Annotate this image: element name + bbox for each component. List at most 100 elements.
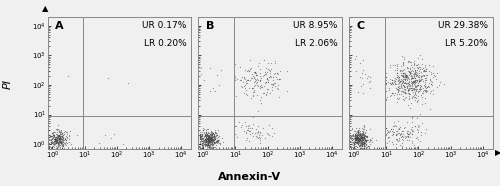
Point <box>402 82 410 85</box>
Point <box>413 79 421 82</box>
Point <box>204 131 212 134</box>
Point <box>352 144 360 147</box>
Point <box>52 141 60 144</box>
Point <box>410 91 418 94</box>
Point <box>363 76 371 79</box>
Point <box>202 138 209 141</box>
Point <box>357 136 365 139</box>
Point <box>423 90 431 93</box>
Point <box>206 140 214 142</box>
Point <box>400 55 408 58</box>
Point <box>422 88 430 91</box>
Point <box>54 134 62 137</box>
Point <box>49 131 57 134</box>
Point <box>244 126 252 129</box>
Point <box>245 69 253 72</box>
Point <box>207 137 215 140</box>
Point <box>196 142 203 145</box>
Point <box>268 88 276 91</box>
Point <box>212 140 220 143</box>
Point <box>419 89 427 92</box>
Point <box>399 79 407 82</box>
Point <box>416 67 424 70</box>
Point <box>414 57 422 60</box>
Point <box>354 137 362 140</box>
Point <box>358 143 366 146</box>
Point <box>240 130 248 133</box>
Point <box>208 131 216 134</box>
Point <box>266 75 274 78</box>
Point <box>354 138 362 141</box>
Point <box>392 77 400 80</box>
Point <box>49 134 57 137</box>
Point <box>412 76 420 79</box>
Point <box>416 140 424 143</box>
Point <box>351 135 359 138</box>
Point <box>206 143 214 146</box>
Point <box>212 137 220 140</box>
Point <box>352 138 360 141</box>
Point <box>395 97 403 100</box>
Point <box>60 132 68 135</box>
Point <box>58 139 66 142</box>
Point <box>56 134 64 137</box>
Point <box>54 140 62 143</box>
Point <box>416 65 424 68</box>
Point <box>208 132 216 135</box>
Point <box>60 131 68 134</box>
Point <box>408 89 416 92</box>
Point <box>236 120 244 123</box>
Point <box>397 131 405 134</box>
Point <box>394 119 402 122</box>
Point <box>358 127 366 130</box>
Point <box>210 128 218 131</box>
Point <box>267 75 275 78</box>
Point <box>354 90 362 93</box>
Point <box>261 71 269 74</box>
Point <box>213 73 221 76</box>
Point <box>414 125 422 128</box>
Point <box>414 63 422 66</box>
Point <box>202 137 210 140</box>
Point <box>53 138 61 141</box>
Point <box>205 140 213 143</box>
Point <box>402 77 410 80</box>
Point <box>204 133 212 136</box>
Point <box>244 140 252 142</box>
Point <box>406 60 414 63</box>
Point <box>358 143 366 146</box>
Point <box>359 136 367 139</box>
Point <box>366 76 374 79</box>
Point <box>51 140 59 142</box>
Point <box>210 142 218 145</box>
Point <box>254 84 262 87</box>
Point <box>211 130 219 133</box>
Point <box>395 81 403 84</box>
Point <box>351 136 359 139</box>
Point <box>54 136 62 139</box>
Point <box>394 89 402 92</box>
Point <box>408 76 416 79</box>
Point <box>208 138 216 141</box>
Point <box>396 79 404 82</box>
Point <box>256 79 264 82</box>
Point <box>262 94 270 97</box>
Point <box>382 82 390 85</box>
Point <box>264 81 272 84</box>
Point <box>56 131 64 134</box>
Point <box>60 145 68 148</box>
Point <box>207 139 215 142</box>
Point <box>58 132 66 135</box>
Point <box>413 84 421 86</box>
Point <box>238 84 246 87</box>
Point <box>421 78 429 81</box>
Point <box>400 76 408 79</box>
Point <box>206 141 214 144</box>
Point <box>50 133 58 136</box>
Point <box>210 135 218 138</box>
Point <box>58 141 66 144</box>
Point <box>209 136 217 139</box>
Point <box>356 130 364 133</box>
Point <box>216 69 224 72</box>
Point <box>56 136 64 139</box>
